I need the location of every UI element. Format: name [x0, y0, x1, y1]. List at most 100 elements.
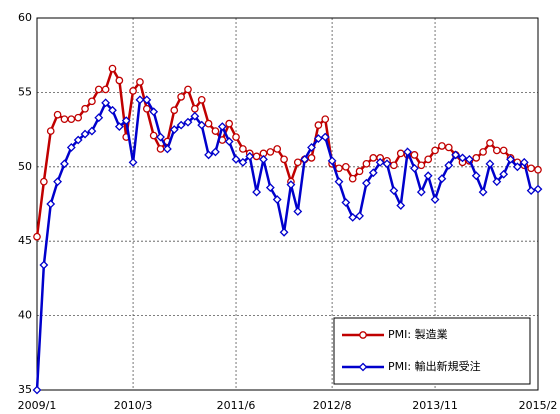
marker: [458, 153, 467, 163]
marker: [142, 104, 151, 113]
marker: [156, 132, 165, 142]
marker: [94, 85, 103, 94]
marker: [190, 111, 200, 121]
marker: [108, 105, 117, 115]
marker: [362, 178, 371, 188]
marker: [197, 95, 206, 104]
marker: [225, 119, 234, 128]
marker: [382, 159, 392, 169]
marker: [527, 164, 535, 173]
y-tick-label: 50: [18, 160, 32, 173]
y-tick-label: 60: [18, 11, 32, 24]
marker: [211, 147, 220, 157]
marker: [437, 174, 447, 184]
marker: [334, 177, 344, 187]
marker: [142, 95, 152, 105]
marker: [94, 113, 104, 123]
marker: [512, 162, 522, 172]
marker: [369, 154, 378, 162]
marker: [211, 127, 220, 135]
marker: [396, 201, 406, 210]
x-tick-label: 2010/3: [114, 399, 153, 412]
marker: [190, 104, 199, 113]
marker: [245, 151, 255, 161]
y-tick-label: 55: [18, 85, 32, 98]
y-tick-label: 45: [18, 234, 32, 247]
marker: [115, 76, 124, 85]
marker: [417, 161, 426, 170]
marker: [348, 174, 357, 183]
marker: [135, 95, 145, 105]
marker: [231, 154, 241, 164]
marker: [472, 154, 481, 162]
marker: [197, 120, 207, 130]
marker: [53, 177, 63, 187]
marker: [327, 156, 337, 166]
marker: [81, 104, 89, 113]
marker: [533, 184, 543, 194]
marker: [358, 362, 368, 372]
marker: [39, 260, 49, 270]
marker: [67, 115, 76, 124]
marker: [423, 171, 433, 181]
marker: [293, 207, 303, 216]
marker: [486, 139, 494, 147]
marker: [204, 119, 213, 128]
marker: [53, 110, 62, 119]
marker: [519, 157, 529, 167]
marker: [471, 171, 481, 181]
plot-border: [36, 17, 539, 391]
marker: [32, 385, 42, 395]
marker: [280, 155, 288, 164]
marker: [66, 143, 76, 152]
marker: [87, 126, 97, 136]
marker: [293, 158, 302, 167]
x-tick-label: 2015/2: [519, 399, 558, 412]
marker: [526, 186, 536, 196]
marker: [177, 93, 185, 101]
marker: [492, 146, 501, 155]
marker: [430, 195, 440, 204]
marker: [492, 177, 502, 187]
marker: [88, 97, 96, 106]
marker: [101, 85, 110, 94]
marker: [479, 148, 487, 156]
marker: [307, 143, 316, 152]
marker: [252, 187, 262, 197]
marker: [314, 121, 323, 129]
marker: [313, 134, 323, 143]
marker: [114, 122, 124, 132]
marker: [478, 187, 488, 197]
marker: [128, 157, 138, 167]
marker: [265, 183, 275, 193]
marker: [252, 152, 261, 161]
marker: [238, 157, 248, 167]
x-tick-label: 2012/8: [313, 399, 352, 412]
marker: [341, 198, 351, 207]
marker: [60, 159, 69, 169]
marker: [204, 150, 213, 160]
marker: [390, 161, 398, 170]
marker: [368, 168, 378, 178]
marker: [375, 157, 385, 167]
marker: [33, 232, 41, 241]
marker: [410, 151, 419, 159]
marker: [266, 148, 275, 156]
marker: [129, 87, 137, 95]
marker: [348, 212, 358, 222]
marker: [320, 132, 330, 142]
marker: [307, 154, 316, 162]
marker: [464, 154, 474, 164]
x-tick-label: 2009/1: [18, 399, 57, 412]
marker: [239, 145, 247, 153]
marker: [431, 146, 439, 155]
marker: [60, 115, 69, 124]
marker: [73, 135, 83, 145]
marker: [355, 211, 364, 221]
marker: [389, 186, 399, 196]
marker: [176, 120, 186, 130]
marker: [259, 154, 268, 164]
legend-box: [333, 317, 531, 385]
marker: [162, 144, 172, 154]
marker: [341, 162, 350, 171]
